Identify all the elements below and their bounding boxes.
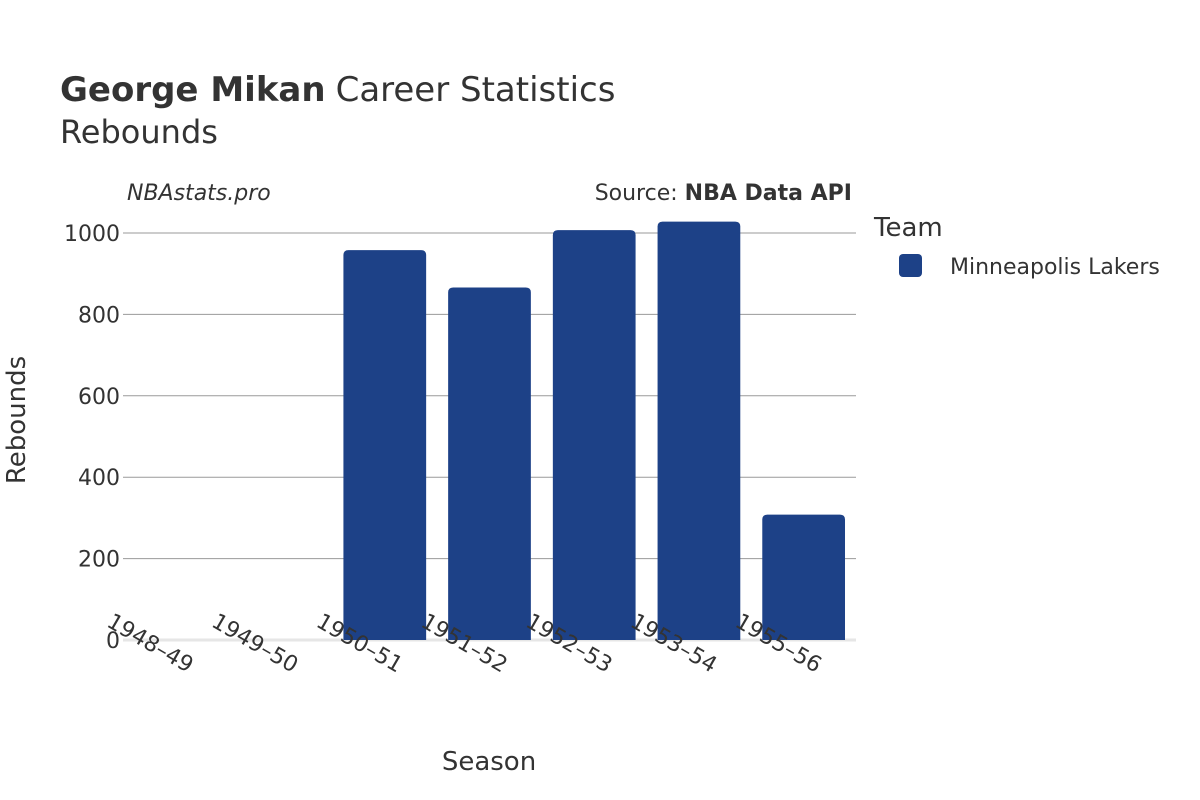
chart-title-rest: Career Statistics [336, 70, 616, 110]
bar-1952–53[interactable] [552, 230, 636, 640]
bar-1951–52[interactable] [448, 287, 531, 640]
y-tick-label: 600 [78, 385, 120, 410]
chart-title-player: George Mikan [60, 70, 326, 110]
bar-1953–54[interactable] [657, 221, 741, 640]
source-credit: Source: NBA Data API [595, 181, 852, 206]
legend-title: Team [873, 213, 943, 243]
source-prefix: Source: [595, 181, 685, 206]
bar-1955–56[interactable] [762, 514, 846, 640]
y-tick-label: 0 [106, 629, 120, 654]
x-axis-title: Season [442, 747, 536, 777]
x-tick-label: 1949–50 [207, 609, 302, 678]
y-tick-label: 1000 [64, 222, 120, 247]
y-axis-ticks: 0 200 400 600 800 1000 [64, 222, 120, 654]
y-axis-title: Rebounds [2, 356, 32, 484]
legend-label[interactable]: Minneapolis Lakers [950, 255, 1160, 280]
chart-subtitle: Rebounds [60, 113, 218, 151]
y-tick-label: 800 [78, 303, 120, 328]
chart-title: George Mikan Career Statistics [60, 70, 615, 110]
y-tick-label: 400 [78, 466, 120, 491]
bar-1950–51[interactable] [343, 250, 427, 640]
bars [343, 221, 846, 640]
watermark: NBAstats.pro [127, 181, 271, 206]
y-tick-label: 200 [78, 548, 120, 573]
legend-swatch[interactable] [899, 254, 922, 277]
source-name: NBA Data API [685, 181, 852, 206]
